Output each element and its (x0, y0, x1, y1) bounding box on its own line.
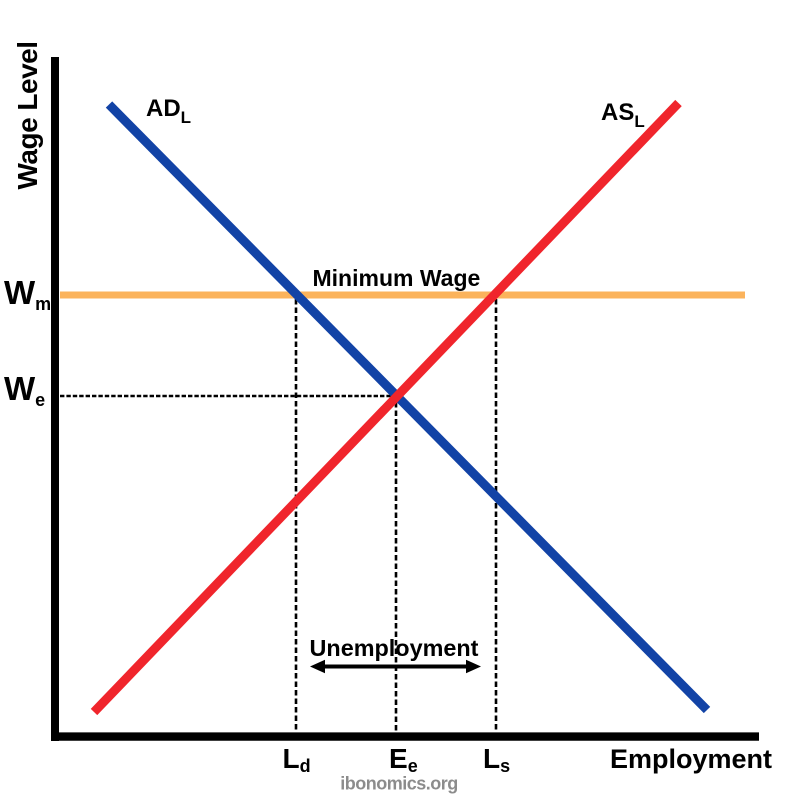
svg-text:ADL: ADL (146, 95, 191, 127)
svg-text:ibonomics.org: ibonomics.org (340, 774, 458, 794)
svg-text:We: We (4, 370, 45, 410)
svg-text:Unemployment: Unemployment (310, 635, 479, 661)
svg-text:Employment: Employment (610, 744, 772, 774)
svg-text:Wm: Wm (4, 274, 51, 314)
svg-text:Wage Level: Wage Level (12, 41, 43, 189)
svg-text:Ld: Ld (283, 743, 311, 776)
svg-text:Ls: Ls (483, 743, 510, 776)
svg-text:Ee: Ee (389, 743, 418, 776)
svg-text:Minimum Wage: Minimum Wage (313, 265, 481, 291)
svg-text:ASL: ASL (601, 99, 645, 131)
